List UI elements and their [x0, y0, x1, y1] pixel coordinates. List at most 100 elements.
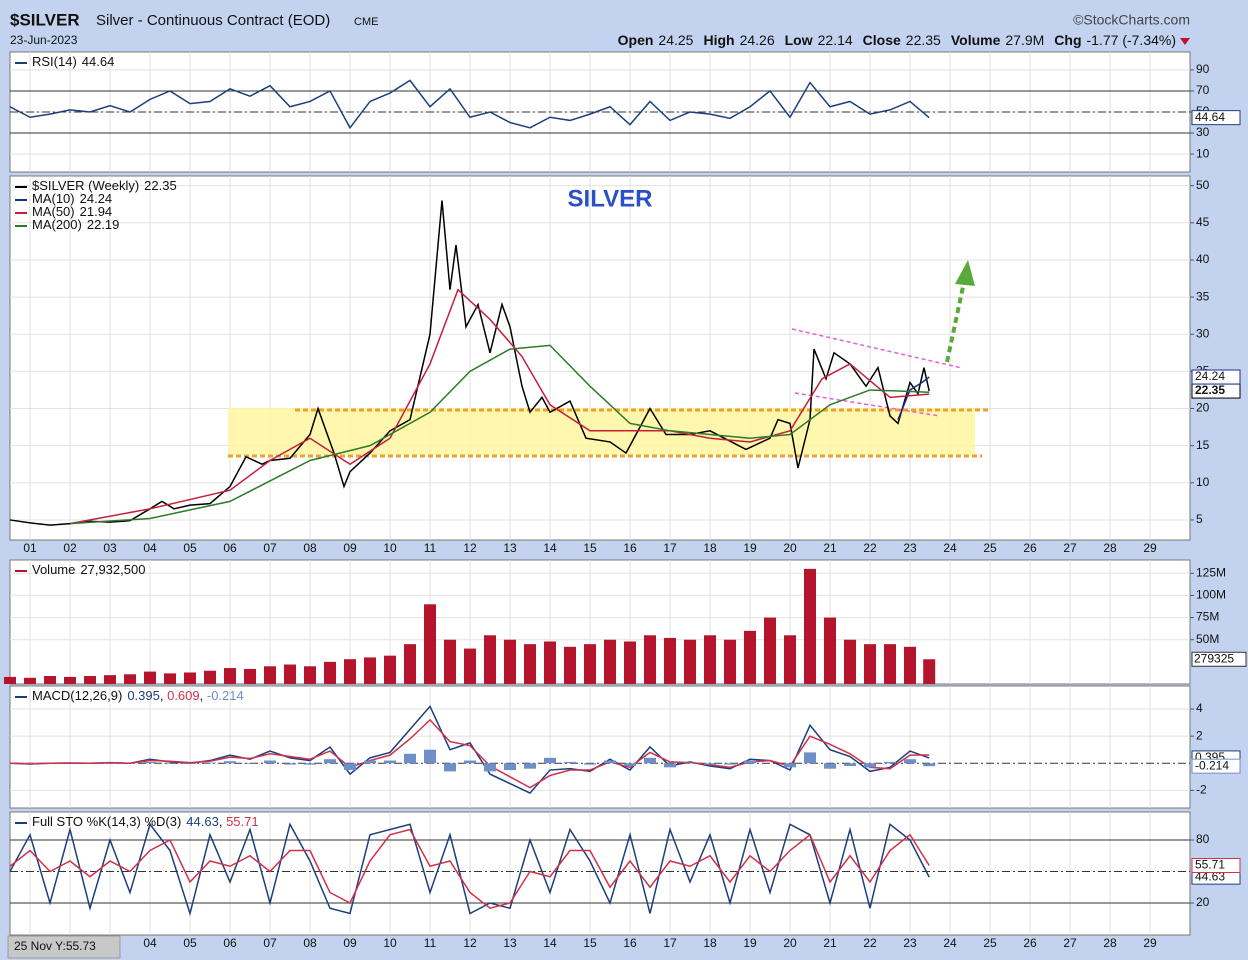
x-tick-label: 20 — [783, 541, 797, 555]
legend: MA(10) 24.24 — [32, 191, 112, 206]
bar — [384, 655, 396, 684]
legend-value: -0.214 — [207, 688, 244, 703]
bar — [884, 761, 896, 764]
bar — [144, 671, 156, 684]
bar — [524, 763, 536, 769]
bar — [824, 617, 836, 684]
quote-line: Open 24.25 High 24.26 Low 22.14 Close 22.35 Volu… — [618, 32, 1176, 48]
x-tick-label: 10 — [383, 936, 397, 950]
bar — [684, 762, 696, 764]
x-tick-label: 04 — [143, 541, 157, 555]
y-tick-label: 20 — [1196, 895, 1210, 909]
y-tick-label: 20 — [1196, 401, 1210, 415]
y-tick-label: 100M — [1196, 588, 1226, 602]
x-tick-label: 20 — [783, 936, 797, 950]
bar — [84, 676, 96, 684]
bar — [744, 760, 756, 764]
bar — [624, 641, 636, 684]
value-tag-label: 44.64 — [1195, 110, 1225, 124]
legend-value: 44.64 — [82, 54, 115, 69]
bar — [164, 673, 176, 684]
y-tick-label: 30 — [1196, 326, 1210, 340]
bar — [844, 639, 856, 684]
legend-name: $SILVER (Weekly) — [32, 178, 139, 193]
bar — [864, 763, 876, 768]
x-tick-label: 19 — [743, 936, 757, 950]
series-line — [9, 79, 930, 130]
legend-name: MA(10) — [32, 191, 75, 206]
series-line — [9, 200, 930, 526]
bar — [344, 763, 356, 771]
legend-value: 21.94 — [80, 204, 113, 219]
bar — [4, 676, 16, 684]
bar — [804, 568, 816, 684]
bar — [244, 763, 256, 764]
value-tag-label: 279325 — [1194, 651, 1234, 665]
value-tag — [1191, 369, 1241, 385]
legend: Full STO %K(14,3) %D(3) 44.63, 55.71 — [32, 814, 259, 829]
bar — [364, 657, 376, 684]
bar — [904, 759, 916, 764]
x-tick-label: 06 — [223, 936, 237, 950]
bar — [844, 763, 856, 766]
bar — [864, 644, 876, 684]
bar — [444, 639, 456, 684]
legend: RSI(14) 44.64 — [32, 54, 114, 69]
y-tick-label: 35 — [1196, 289, 1210, 303]
y-tick-label: 80 — [1196, 832, 1210, 846]
y-tick-label: 5 — [1196, 512, 1203, 526]
y-tick-label: 4 — [1196, 701, 1203, 715]
x-tick-label: 22 — [863, 541, 877, 555]
x-tick-label: 08 — [303, 936, 317, 950]
x-tick-label: 07 — [263, 936, 277, 950]
bar — [464, 648, 476, 684]
down-arrow — [1180, 38, 1190, 45]
legend-value: 22.19 — [87, 217, 120, 232]
bar — [284, 763, 296, 765]
bar — [923, 763, 936, 767]
bar — [724, 639, 736, 684]
x-tick-label: 27 — [1063, 936, 1077, 950]
exchange: CME — [354, 16, 378, 28]
bar — [604, 639, 616, 684]
x-tick-label: 29 — [1143, 936, 1157, 950]
bar — [544, 757, 556, 764]
y-tick-label: 10 — [1196, 146, 1210, 160]
x-tick-label: 15 — [583, 936, 597, 950]
x-tick-label: 29 — [1143, 541, 1157, 555]
x-tick-label: 21 — [823, 541, 837, 555]
y-tick-label: 70 — [1196, 83, 1210, 97]
legend-separator: , — [160, 688, 167, 703]
bar — [444, 763, 456, 772]
legend: MA(200) 22.19 — [32, 217, 119, 232]
bar — [884, 644, 896, 684]
x-tick-label: 24 — [943, 936, 957, 950]
y-tick-label: 50 — [1196, 178, 1210, 192]
x-tick-label: 12 — [463, 936, 477, 950]
bar — [404, 644, 416, 684]
value-tag-label: 24.24 — [1195, 369, 1225, 383]
x-tick-label: 26 — [1023, 541, 1037, 555]
bar — [704, 763, 716, 765]
bar — [204, 762, 216, 764]
quote-label: Close — [863, 32, 901, 48]
bar — [264, 760, 276, 764]
panel — [9, 811, 1191, 936]
quote-value: 22.14 — [818, 32, 853, 48]
bar — [224, 668, 236, 684]
x-tick-label: 05 — [183, 936, 197, 950]
chart-title: SILVER — [568, 185, 653, 212]
panel — [9, 685, 1191, 809]
bar — [584, 763, 596, 765]
x-tick-label: 17 — [663, 936, 677, 950]
bar — [724, 763, 736, 765]
value-tag-label: 55.71 — [1195, 858, 1225, 872]
x-tick-label: 05 — [183, 541, 197, 555]
channel-top — [791, 328, 963, 369]
panel — [9, 175, 1191, 541]
x-tick-label: 09 — [343, 541, 357, 555]
bar — [264, 666, 276, 684]
x-tick-label: 13 — [503, 936, 517, 950]
bar — [464, 760, 476, 764]
